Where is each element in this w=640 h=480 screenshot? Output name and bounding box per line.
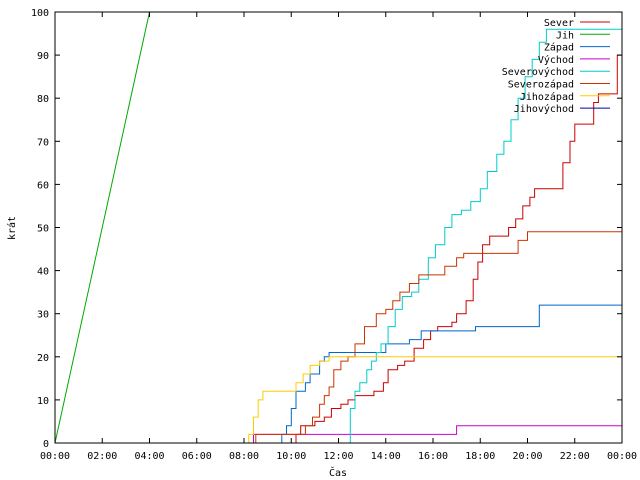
x-tick-label: 00:00: [40, 451, 70, 462]
y-tick-label: 20: [37, 353, 49, 364]
y-tick-label: 30: [37, 310, 49, 321]
y-tick-label: 40: [37, 267, 49, 278]
legend-label-6: Severozápad: [508, 79, 574, 91]
x-tick-label: 08:00: [229, 451, 259, 462]
legend-label-3: Západ: [544, 42, 574, 54]
y-tick-label: 50: [37, 224, 49, 235]
series-line-1: [55, 12, 623, 444]
y-tick-label: 80: [37, 94, 49, 105]
x-tick-label: 22:00: [560, 451, 590, 462]
legend: SeverJihZápadVýchodSeverovýchodSeverozáp…: [502, 18, 610, 115]
legend-label-1: Sever: [544, 18, 574, 29]
series-line-5: [55, 28, 622, 444]
x-tick-label: 16:00: [418, 451, 448, 462]
x-tick-label: 04:00: [134, 451, 164, 462]
x-tick-label: 00:00: [607, 451, 637, 462]
y-axis-label: krát: [6, 216, 18, 240]
y-tick-label: 70: [37, 137, 49, 148]
legend-label-4: Východ: [538, 54, 574, 66]
y-tick-label: 0: [43, 439, 49, 450]
x-tick-label: 02:00: [87, 451, 117, 462]
y-tick-label: 100: [31, 8, 49, 19]
series-line-3: [55, 304, 622, 444]
x-tick-label: 10:00: [276, 451, 306, 462]
x-tick-label: 14:00: [371, 451, 401, 462]
series-line-2: [54, 11, 150, 444]
y-tick-label: 90: [37, 51, 49, 62]
series-line-6: [55, 231, 622, 444]
x-tick-label: 12:00: [323, 451, 353, 462]
legend-label-8: Jihovýchod: [514, 103, 574, 115]
legend-label-2: Jih: [556, 30, 574, 41]
y-tick-label: 60: [37, 180, 49, 191]
series-line-7: [55, 356, 622, 444]
x-tick-label: 20:00: [512, 451, 542, 462]
x-tick-label: 06:00: [182, 451, 212, 462]
legend-label-5: Severovýchod: [502, 66, 574, 78]
x-tick-label: 18:00: [465, 451, 495, 462]
x-axis-label: Čas: [329, 466, 347, 479]
legend-label-7: Jihozápad: [520, 91, 574, 103]
y-tick-label: 10: [37, 396, 49, 407]
ticks-layer: 00:00 02:00 04:00 06:00 08:00 10:00 12:00 14:00…: [31, 8, 637, 462]
